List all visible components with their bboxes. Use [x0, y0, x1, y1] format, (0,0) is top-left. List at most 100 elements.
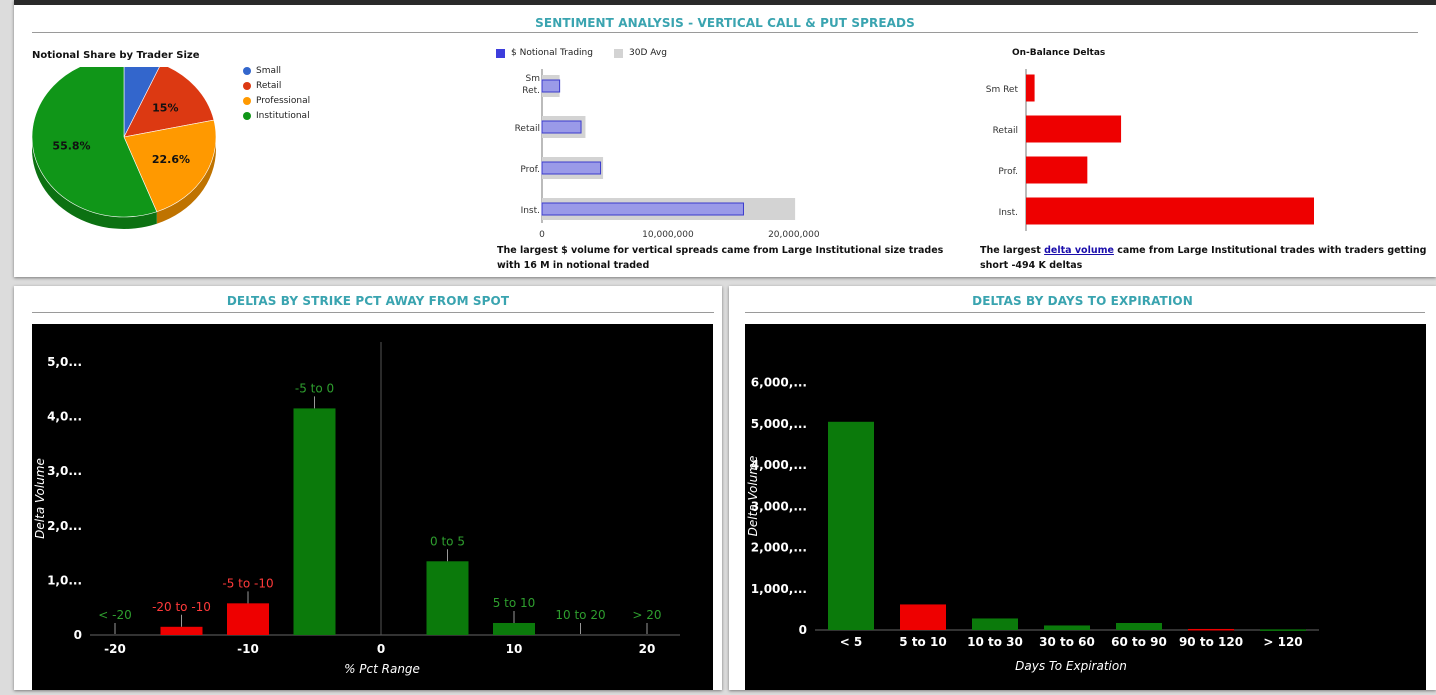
notional-bar-sm-ret[interactable] [541, 79, 561, 93]
onbalance-cat-label-prof: Prof. [998, 167, 1018, 177]
onbalance-bar-sm-ret[interactable] [1026, 74, 1035, 102]
y-axis-title: Delta Volume [33, 458, 47, 539]
pie-slice-institutional[interactable] [32, 67, 158, 218]
notional-bar-chart[interactable]: Sm Ret. Retail Prof. Inst. 0 10,000,000 20,000,… [484, 65, 884, 243]
notional-cat-label-ret: Ret. [522, 86, 540, 96]
notional-bar-inst[interactable] [541, 202, 744, 216]
legend-label-retail: Retail [256, 81, 282, 91]
onbalance-note: The largest delta volume came from Large… [980, 243, 1428, 273]
pie-label-professional: 22.6% [152, 153, 190, 166]
expiry-x-tick-5: < 5 [840, 635, 863, 649]
y-tick-label: 5,0... [47, 355, 82, 369]
expiry-chart-area: 0 1,000,... 2,000,... 3,000,... 4,000,... 5,0… [745, 324, 1426, 690]
x-tick-label: -20 [104, 642, 126, 656]
x-axis-title: % Pct Range [344, 662, 420, 676]
expiry-bar-30-to-60[interactable] [1044, 625, 1090, 630]
notional-x-tick: 0 [539, 230, 545, 240]
notional-cat-label-inst: Inst. [521, 206, 540, 216]
legend-dot-retail [243, 82, 251, 90]
onbalance-bar-inst[interactable] [1026, 197, 1314, 225]
legend-dot-professional [243, 97, 251, 105]
onbalance-cat-label-sm-ret: Sm Ret [986, 85, 1019, 95]
strike-chart-area: 0 1,0... 2,0... 3,0... 4,0... 5,0... Delta Vol… [32, 324, 713, 690]
pie-label-retail: 15% [152, 102, 178, 115]
y-tick-label: 0 [799, 623, 807, 637]
expiry-x-tick-10-to-30: 10 to 30 [967, 635, 1023, 649]
sentiment-title-rule [32, 32, 1418, 33]
expiry-panel: DELTAS BY DAYS TO EXPIRATION 0 1,000,... 2… [729, 286, 1436, 690]
strike-panel-title: DELTAS BY STRIKE PCT AWAY FROM SPOT [226, 294, 510, 308]
pie-side-institutional [32, 137, 157, 230]
y-tick-label: 1,000,... [751, 582, 807, 596]
expiry-bar-60-to-90[interactable] [1116, 622, 1162, 630]
legend-item-retail[interactable]: Retail [243, 81, 281, 91]
expiry-bar-90-to-120[interactable] [1188, 628, 1234, 631]
expiry-bar-5[interactable] [828, 421, 874, 630]
x-tick-label: 0 [377, 642, 385, 656]
strike-title-rule [32, 312, 714, 313]
onbalance-note-pre: The largest [980, 245, 1045, 256]
strike-bar-5-to-10[interactable] [227, 603, 269, 635]
expiry-x-tick-120: > 120 [1263, 635, 1302, 649]
expiry-x-tick-60-to-90: 60 to 90 [1111, 635, 1167, 649]
legend-notional[interactable]: $ Notional Trading [496, 48, 593, 58]
onbalance-bar-chart[interactable]: Sm Ret Retail Prof. Inst. [954, 65, 1314, 235]
x-tick-label: -10 [237, 642, 259, 656]
sentiment-title: SENTIMENT ANALYSIS - VERTICAL CALL & PUT… [535, 16, 915, 30]
legend-label-avg: 30D Avg [629, 48, 667, 58]
strike-bar-0-to-5[interactable] [426, 561, 469, 635]
strike-bar-chart[interactable]: 0 1,0... 2,0... 3,0... 4,0... 5,0... Delta Vol… [32, 324, 713, 690]
expiry-bar-120[interactable] [1260, 629, 1306, 631]
x-axis-title: Days To Expiration [1015, 659, 1127, 673]
expiry-bar-chart[interactable]: 0 1,000,... 2,000,... 3,000,... 4,000,... 5,0… [745, 324, 1426, 690]
legend-avg[interactable]: 30D Avg [614, 48, 667, 58]
y-axis-title: Delta Volume [746, 456, 760, 537]
legend-swatch-avg [614, 48, 623, 58]
legend-item-professional[interactable]: Professional [243, 96, 310, 106]
y-tick-label: 2,0... [47, 519, 82, 533]
delta-volume-link[interactable]: delta volume [1044, 245, 1114, 256]
strike-data-label-5-to-10: -5 to -10 [222, 576, 273, 590]
notional-cat-label-sm: Sm [526, 74, 540, 84]
pie-chart[interactable]: 15% 22.6% 55.8% [32, 67, 232, 247]
legend-label-small: Small [256, 66, 281, 76]
strike-bar-20-to-10[interactable] [160, 626, 203, 635]
notional-cat-label-prof: Prof. [520, 165, 540, 175]
notional-x-tick: 20,000,000 [768, 230, 820, 240]
pie-label-institutional: 55.8% [52, 139, 90, 152]
legend-item-small[interactable]: Small [243, 66, 281, 76]
y-tick-label: 4,000,... [751, 458, 807, 472]
strike-data-label-20-to-10: -20 to -10 [152, 600, 211, 614]
strike-data-label-20: > 20 [632, 608, 661, 622]
onbalance-cat-label-inst: Inst. [999, 208, 1018, 218]
notional-bar-prof[interactable] [541, 161, 602, 175]
pie-slice-retail[interactable] [123, 67, 215, 138]
strike-data-label-5-to-10: 5 to 10 [493, 596, 536, 610]
onbalance-note-post: came from Large Institutional trades wit… [980, 245, 1427, 271]
x-tick-label: 20 [639, 642, 656, 656]
expiry-panel-title: DELTAS BY DAYS TO EXPIRATION [972, 294, 1193, 308]
legend-label-notional: $ Notional Trading [511, 48, 593, 58]
notional-bar-retail[interactable] [541, 120, 582, 134]
pie-title: Notional Share by Trader Size [32, 50, 200, 61]
sentiment-panel: SENTIMENT ANALYSIS - VERTICAL CALL & PUT… [14, 0, 1436, 277]
y-tick-label: 5,000,... [751, 417, 807, 431]
expiry-bar-10-to-30[interactable] [972, 618, 1018, 630]
notional-x-tick: 10,000,000 [642, 230, 694, 240]
legend-dot-institutional [243, 112, 251, 120]
onbalance-bar-retail[interactable] [1026, 115, 1122, 143]
onbalance-title: On-Balance Deltas [1012, 48, 1106, 58]
expiry-title-rule [745, 312, 1425, 313]
strike-bar-5-to-0[interactable] [293, 408, 336, 635]
legend-item-institutional[interactable]: Institutional [243, 111, 310, 121]
notional-cat-label-retail: Retail [515, 124, 540, 134]
y-tick-label: 4,0... [47, 410, 82, 424]
expiry-bar-5-to-10[interactable] [900, 604, 946, 630]
onbalance-bar-prof[interactable] [1026, 156, 1088, 184]
pie-side-professional [156, 137, 216, 224]
y-tick-label: 3,0... [47, 464, 82, 478]
strike-bar-5-to-10[interactable] [493, 622, 535, 635]
notional-note: The largest $ volume for vertical spread… [497, 245, 944, 271]
legend-label-professional: Professional [256, 96, 311, 106]
y-tick-label: 2,000,... [751, 541, 807, 555]
